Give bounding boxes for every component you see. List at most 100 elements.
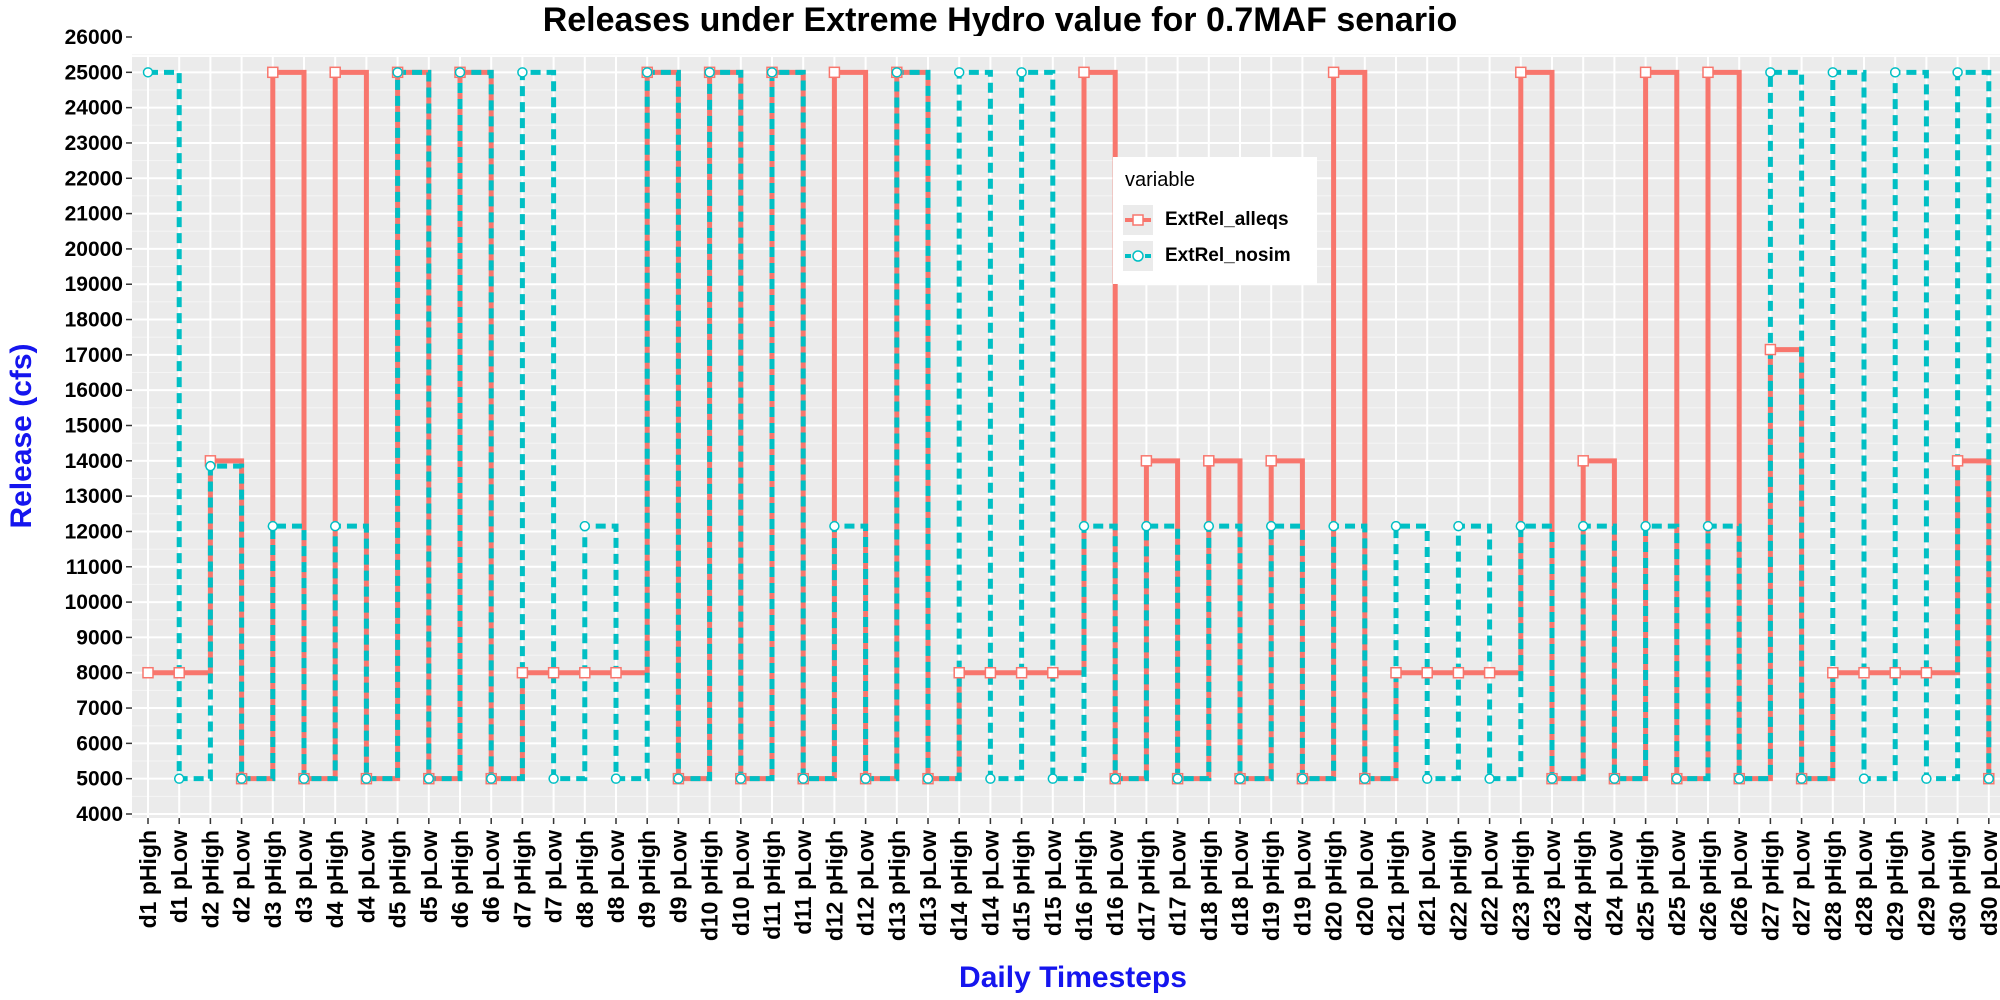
- point-alleqs: [1390, 666, 1402, 679]
- x-tick-label: d9 pHigh: [634, 830, 660, 928]
- point-nosim: [1889, 67, 1901, 78]
- point-nosim: [1172, 773, 1183, 784]
- point-alleqs: [1577, 455, 1589, 467]
- x-tick-label: d26 pHigh: [1695, 830, 1721, 941]
- legend-item-nosim: ExtRel_nosim: [1123, 241, 1313, 271]
- x-tick-label: d29 pLow: [1913, 830, 1939, 936]
- x-tick-label: d28 pHigh: [1820, 830, 1846, 941]
- x-tick-label: d10 pLow: [728, 830, 754, 936]
- point-nosim: [891, 67, 903, 78]
- point-nosim: [953, 67, 965, 78]
- point-alleqs: [142, 666, 154, 679]
- point-nosim: [1109, 773, 1121, 784]
- x-tick-label: d4 pHigh: [322, 830, 348, 928]
- point-nosim: [704, 67, 715, 78]
- x-tick-label: d1 pHigh: [135, 830, 161, 928]
- point-alleqs: [1827, 666, 1839, 679]
- x-tick-label: d17 pHigh: [1133, 830, 1159, 941]
- point-nosim: [517, 67, 528, 78]
- point-nosim: [298, 773, 310, 784]
- x-tick-label: d1 pLow: [166, 830, 192, 923]
- point-alleqs: [610, 666, 622, 679]
- y-tick-label: 23000: [65, 132, 123, 155]
- y-tick-label: 4000: [76, 803, 123, 826]
- point-nosim: [267, 520, 279, 532]
- x-tick-label: d13 pLow: [915, 830, 941, 936]
- x-tick-label: d22 pHigh: [1445, 830, 1471, 941]
- y-tick-label: 13000: [65, 485, 123, 508]
- x-tick-label: d20 pLow: [1352, 830, 1378, 936]
- point-nosim: [1858, 773, 1870, 784]
- point-nosim: [1141, 520, 1152, 532]
- grid-layer: [132, 36, 2000, 818]
- x-tick-label: d5 pLow: [416, 830, 442, 923]
- y-tick-label: 12000: [65, 520, 123, 543]
- point-nosim: [205, 460, 216, 472]
- point-nosim: [922, 773, 934, 784]
- point-alleqs: [828, 66, 841, 79]
- x-tick-label: d15 pHigh: [1009, 830, 1035, 941]
- point-nosim: [1796, 773, 1807, 784]
- y-tick-label: 24000: [65, 97, 123, 120]
- point-alleqs: [1265, 455, 1277, 467]
- legend-label-alleqs: ExtRel_alleqs: [1165, 209, 1289, 230]
- point-nosim: [454, 67, 466, 78]
- point-nosim: [1515, 520, 1527, 532]
- y-tick-label: 14000: [65, 450, 123, 473]
- legend-key-nosim: [1123, 241, 1153, 271]
- point-nosim: [236, 773, 247, 784]
- point-nosim: [1827, 67, 1839, 78]
- point-nosim: [1047, 773, 1059, 784]
- x-tick-label: d16 pHigh: [1071, 830, 1097, 941]
- y-tick-label: 10000: [65, 591, 123, 614]
- point-nosim: [579, 520, 591, 532]
- point-nosim: [797, 773, 809, 784]
- x-tick-label: d8 pLow: [603, 830, 629, 923]
- point-nosim: [1203, 520, 1215, 532]
- point-nosim: [1359, 773, 1371, 784]
- x-tick-label: d19 pLow: [1289, 830, 1315, 936]
- y-tick-label: 19000: [65, 273, 123, 296]
- x-tick-label: d27 pLow: [1789, 830, 1815, 936]
- point-nosim: [985, 773, 996, 784]
- axis-layer: 4000 5000 6000 7000 8000 9000 10000 11000 12000 1…: [65, 26, 2000, 941]
- x-tick-label: d21 pHigh: [1383, 830, 1409, 941]
- x-tick-label: d10 pHigh: [697, 830, 723, 941]
- point-nosim: [1983, 773, 1995, 784]
- point-alleqs: [1047, 666, 1059, 679]
- y-tick-label: 18000: [65, 309, 123, 332]
- point-nosim: [1328, 520, 1339, 532]
- y-tick-label: 6000: [76, 732, 123, 755]
- x-tick-label: d26 pLow: [1726, 830, 1752, 936]
- x-tick-label: d22 pLow: [1477, 830, 1503, 936]
- point-nosim: [1609, 773, 1620, 784]
- point-nosim: [1484, 773, 1495, 784]
- x-tick-label: d3 pLow: [291, 830, 317, 923]
- point-nosim: [1453, 520, 1464, 532]
- y-tick-label: 7000: [76, 697, 123, 720]
- x-tick-label: d16 pLow: [1102, 830, 1128, 936]
- x-tick-label: d23 pLow: [1539, 830, 1565, 936]
- point-alleqs: [267, 66, 279, 79]
- point-nosim: [1265, 520, 1277, 532]
- y-axis-title-text: Release (cfs): [5, 343, 38, 529]
- x-tick-label: d3 pHigh: [260, 830, 286, 928]
- x-tick-label: d18 pLow: [1227, 830, 1253, 936]
- y-tick-label: 9000: [76, 626, 123, 649]
- point-alleqs: [984, 666, 997, 679]
- point-alleqs: [516, 666, 529, 679]
- legend-label-nosim: ExtRel_nosim: [1165, 245, 1291, 266]
- x-tick-label: d7 pLow: [541, 830, 567, 923]
- x-tick-label: d28 pLow: [1851, 830, 1877, 936]
- y-tick-label: 26000: [65, 26, 123, 49]
- x-tick-label: d6 pHigh: [447, 830, 473, 928]
- point-alleqs: [1421, 666, 1433, 679]
- y-tick-label: 11000: [66, 556, 123, 579]
- point-alleqs: [1078, 66, 1090, 79]
- x-tick-label: d11 pHigh: [759, 830, 785, 940]
- x-tick-label: d6 pLow: [478, 830, 504, 923]
- point-alleqs: [1452, 666, 1465, 679]
- x-tick-label: d24 pLow: [1601, 830, 1627, 936]
- point-alleqs: [1889, 666, 1901, 679]
